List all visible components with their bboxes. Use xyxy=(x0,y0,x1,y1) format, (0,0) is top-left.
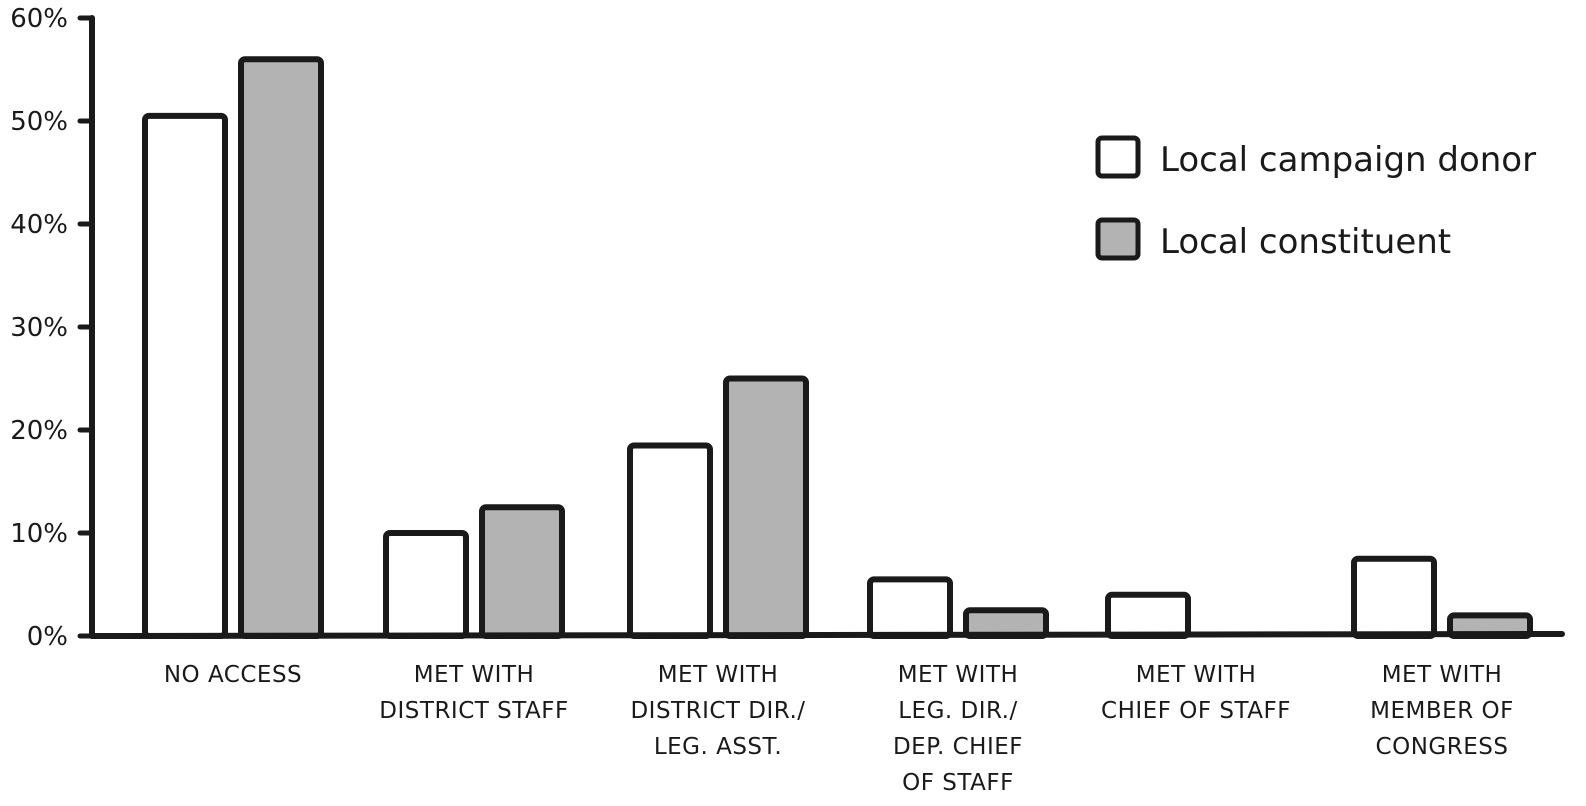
bar-donor xyxy=(867,576,953,639)
bar-donor xyxy=(383,530,469,639)
bar-donor xyxy=(142,112,228,640)
x-category-label: MET WITH MEMBER OF CONGRESS xyxy=(1370,662,1514,760)
x-axis xyxy=(89,631,1565,639)
legend-swatch xyxy=(1095,217,1141,261)
x-category-label: MET WITH DISTRICT STAFF xyxy=(379,662,568,724)
y-tick-label: 50% xyxy=(10,107,68,137)
bar-donor xyxy=(627,442,713,640)
bar-donor xyxy=(1351,555,1437,639)
y-tick-label: 30% xyxy=(10,313,68,343)
bar-constituent xyxy=(238,56,324,639)
legend-label: Local constituent xyxy=(1160,222,1451,262)
legend-swatch xyxy=(1095,135,1141,179)
category-labels: NO ACCESS MET WITH DISTRICT STAFF MET WITH D… xyxy=(164,662,1514,796)
x-category-label: MET WITH DISTRICT DIR./LEG. ASST. xyxy=(630,662,805,760)
legend: Local campaign donor Local constituent xyxy=(1095,135,1536,262)
x-category-label: MET WITH CHIEF OF STAFF xyxy=(1101,662,1291,724)
y-tick-label: 20% xyxy=(10,416,68,446)
y-tick-label: 10% xyxy=(10,519,68,549)
bar-donor xyxy=(1105,591,1191,639)
x-category-label: NO ACCESS xyxy=(164,662,302,688)
y-axis: 0% 10% 20% 30% 40% 50% 60% xyxy=(10,4,95,652)
bar-constituent xyxy=(479,504,565,639)
bar-constituent xyxy=(723,375,809,639)
y-tick-label: 40% xyxy=(10,210,68,240)
legend-label: Local campaign donor xyxy=(1160,140,1536,180)
y-tick-label: 0% xyxy=(27,622,68,652)
y-tick-label: 60% xyxy=(10,4,68,34)
x-category-label: MET WITH LEG. DIR./DEP. CHIEF OF STAFF xyxy=(893,662,1023,796)
x-axis-line xyxy=(89,631,1565,639)
